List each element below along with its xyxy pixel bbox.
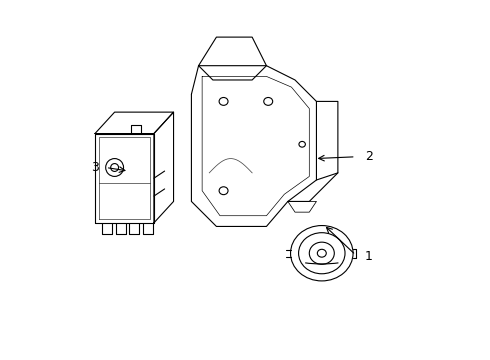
- Text: 1: 1: [365, 250, 372, 263]
- Text: 2: 2: [365, 150, 372, 163]
- Text: 3: 3: [92, 161, 99, 174]
